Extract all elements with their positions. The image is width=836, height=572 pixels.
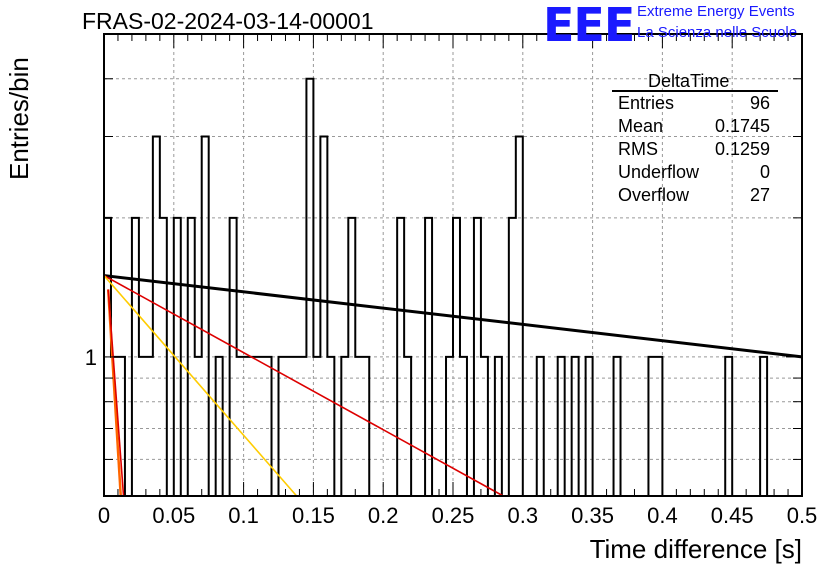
stats-value: 0: [759, 162, 770, 182]
logo-line-1: Extreme Energy Events: [637, 3, 795, 20]
fit-curve: [103, 274, 803, 359]
x-tick-label: 0.25: [432, 503, 475, 528]
histogram-bin: [202, 136, 209, 496]
x-tick-label: 0.5: [787, 503, 818, 528]
eee-logo-mark: EEE: [543, 0, 635, 52]
x-tick-label: 0: [98, 503, 110, 528]
stats-row-underflow: Underflow 0: [618, 162, 770, 184]
stats-key: Underflow: [618, 162, 700, 182]
stats-key: Entries: [618, 93, 675, 113]
y-axis-label: Entries/bin: [4, 57, 34, 180]
stats-value: 96: [749, 93, 770, 113]
histogram-bin: [153, 136, 160, 496]
fit-curve: [103, 275, 298, 497]
axis-ticks: [104, 34, 802, 496]
histogram-bin: [306, 79, 313, 496]
stats-title: DeltaTime: [648, 71, 730, 91]
x-tick-label: 0.15: [292, 503, 335, 528]
x-tick-label: 0.45: [711, 503, 754, 528]
x-tick-label: 0.35: [571, 503, 614, 528]
stats-key: Overflow: [618, 185, 690, 205]
y-tick-label: 1: [85, 345, 97, 370]
stats-row-mean: Mean 0.1745: [618, 116, 770, 138]
x-tick-label: 0.1: [228, 503, 259, 528]
logo-line-2: La Scienza nelle Scuole: [637, 24, 798, 41]
stats-key: Mean: [618, 116, 664, 136]
stats-value: 0.1745: [714, 116, 770, 136]
stats-divider: [612, 90, 778, 92]
x-tick-label: 0.05: [152, 503, 195, 528]
stats-row-overflow: Overflow 27: [618, 185, 770, 207]
histogram-bin: [516, 136, 523, 496]
x-tick-label: 0.2: [368, 503, 399, 528]
x-tick-label: 0.4: [647, 503, 678, 528]
fit-curves: [103, 274, 803, 497]
x-axis-label: Time difference [s]: [589, 534, 802, 564]
y-tick-labels: 1: [85, 345, 97, 370]
histogram-bin: [320, 136, 327, 496]
stats-key: RMS: [618, 139, 658, 159]
fit-curve: [103, 274, 504, 497]
chart-title: FRAS-02-2024-03-14-00001: [82, 8, 374, 34]
stats-row-entries: Entries 96: [618, 93, 770, 115]
x-tick-labels: 0 0.05 0.1 0.15 0.2 0.25 0.3 0.35 0.4 0.45 0.5: [98, 503, 817, 528]
stats-value: 27: [749, 185, 770, 205]
stats-row-rms: RMS 0.1259: [618, 139, 770, 161]
stats-value: 0.1259: [714, 139, 770, 159]
fit-curve: [107, 289, 125, 497]
x-tick-label: 0.3: [508, 503, 539, 528]
